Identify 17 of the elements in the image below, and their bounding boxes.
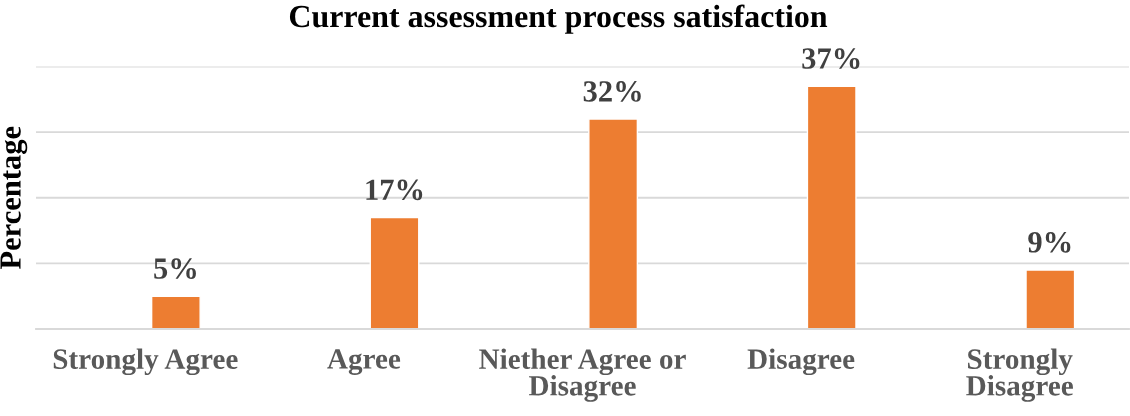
x-tick-label: Niether Agree or Disagree [479, 348, 686, 402]
y-axis-title: Percentage [0, 126, 28, 270]
data-label: 32% [583, 81, 641, 102]
data-label: 37% [802, 48, 860, 69]
data-label: 5% [154, 258, 196, 279]
bar [806, 85, 857, 329]
bar [588, 118, 639, 329]
bar [1025, 269, 1076, 329]
bar [369, 216, 420, 329]
x-tick-label: Strongly Agree [53, 348, 238, 376]
x-tick-label: Disagree [747, 348, 855, 376]
chart-title: Current assessment process satisfaction [289, 4, 828, 34]
data-label: 17% [366, 179, 423, 201]
x-tick-label: Strongly Disagree [966, 348, 1073, 402]
bar [150, 295, 201, 329]
data-label: 9% [1028, 232, 1071, 253]
x-tick-label: Agree [327, 349, 401, 375]
